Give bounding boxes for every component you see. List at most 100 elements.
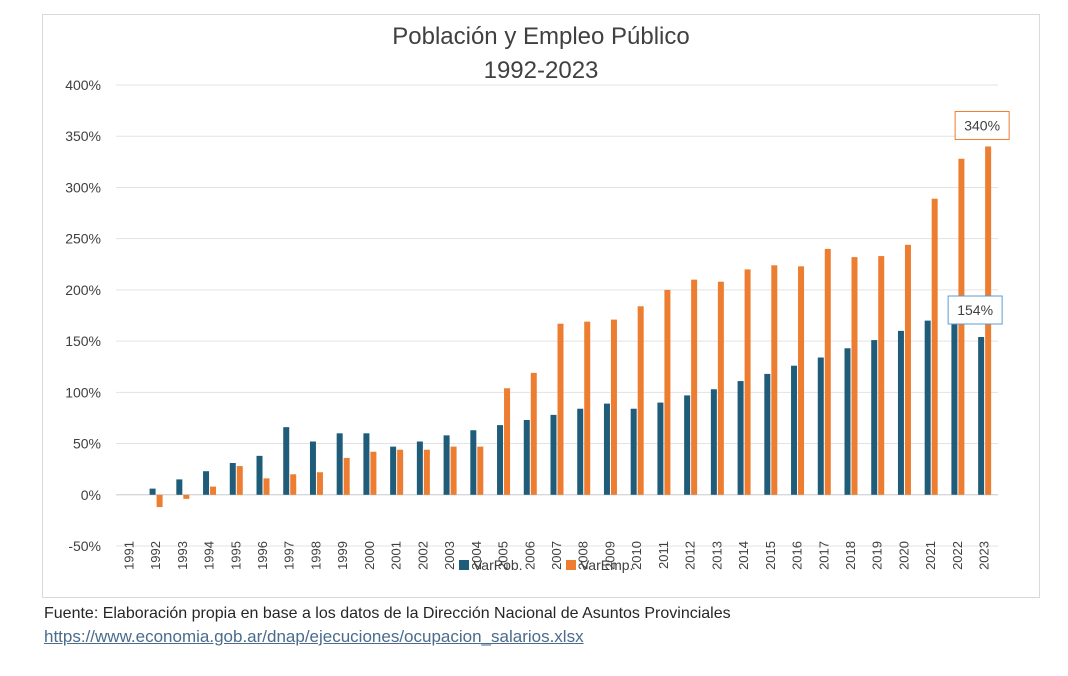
- bar-varemp-2017: [824, 248, 831, 495]
- y-tick-label: 350%: [65, 128, 101, 144]
- bar-varemp-1995: [236, 466, 243, 495]
- x-axis-categories: 1991 1992 1993 1994 1995 1996 1997 1998 1999 2000…: [121, 541, 991, 570]
- x-category-label: 2016: [790, 541, 805, 570]
- bar-varemp-2013: [717, 281, 724, 495]
- bar-varemp-2007: [557, 323, 564, 495]
- x-category-label: 2002: [415, 541, 430, 570]
- bar-varemp-1998: [316, 472, 323, 495]
- callout-box: [947, 295, 1003, 325]
- bar-varpob-1995: [229, 463, 236, 495]
- bar-varemp-2005: [504, 388, 511, 495]
- bar-varpob-2022: [951, 311, 958, 495]
- chart-title: Población y Empleo Público: [392, 23, 690, 50]
- bar-varpob-2000: [363, 433, 370, 495]
- bars: [149, 146, 992, 508]
- bar-varemp-2022: [958, 158, 965, 495]
- x-category-label: 2010: [629, 541, 644, 570]
- x-category-label: 2011: [656, 541, 671, 569]
- legend-label: VarPob.: [473, 557, 523, 573]
- y-tick-label: 0%: [81, 487, 101, 503]
- bar-varemp-2003: [450, 446, 457, 495]
- source-link[interactable]: https://www.economia.gob.ar/dnap/ejecuci…: [44, 627, 584, 646]
- y-tick-label: 150%: [65, 333, 101, 349]
- bar-varemp-2010: [637, 306, 644, 495]
- x-category-label: 1999: [335, 541, 350, 570]
- x-category-label: 2012: [683, 541, 698, 570]
- bar-varpob-2019: [871, 340, 878, 495]
- x-category-label: 2000: [362, 541, 377, 570]
- x-category-label: 2022: [950, 541, 965, 570]
- bar-varpob-2005: [497, 425, 504, 495]
- bar-varpob-1996: [256, 455, 263, 495]
- y-axis-ticks: -50% 0% 50% 100% 150% 200% 250% 300% 350% 400%: [65, 77, 101, 554]
- bar-varpob-2013: [710, 389, 717, 495]
- bar-varemp-2002: [423, 449, 430, 495]
- bar-varpob-2004: [470, 430, 477, 495]
- callouts: 340% 154%: [947, 110, 1010, 325]
- x-category-label: 1996: [255, 541, 270, 570]
- bar-varemp-2001: [397, 449, 404, 495]
- bar-varpob-2010: [630, 408, 637, 495]
- x-category-label: 2009: [602, 541, 617, 570]
- bar-varpob-2021: [924, 320, 931, 495]
- bar-varemp-1997: [290, 474, 297, 495]
- bar-varemp-2016: [798, 266, 805, 495]
- x-category-label: 2004: [469, 541, 484, 570]
- bar-varpob-2003: [443, 435, 450, 495]
- bar-varpob-2001: [390, 446, 397, 495]
- bar-varemp-2014: [744, 269, 751, 495]
- source-text: Fuente: Elaboración propia en base a los…: [44, 605, 731, 622]
- source-note: Fuente: Elaboración propia en base a los…: [44, 603, 731, 649]
- chart-frame: Población y Empleo Público 1992-2023 -50…: [42, 14, 1040, 598]
- x-category-label: 2001: [389, 541, 404, 570]
- callout-label: 340%: [964, 117, 1000, 133]
- x-category-label: 2014: [736, 541, 751, 570]
- bar-varpob-2002: [416, 441, 423, 495]
- x-category-label: 2005: [496, 541, 511, 570]
- bar-varpob-2008: [577, 408, 584, 495]
- bar-varpob-2006: [523, 419, 530, 495]
- bar-varpob-2014: [737, 381, 744, 495]
- x-category-label: 2019: [870, 541, 885, 570]
- x-category-label: 2020: [896, 541, 911, 570]
- bar-varpob-2023: [978, 337, 985, 495]
- y-tick-label: 50%: [73, 436, 101, 452]
- bar-varpob-2007: [550, 414, 557, 495]
- bar-varemp-2011: [664, 289, 671, 495]
- legend-swatch: [459, 560, 469, 570]
- bar-varpob-2011: [657, 402, 664, 495]
- bar-varemp-2009: [610, 319, 617, 495]
- gridlines: [116, 84, 998, 547]
- bar-varpob-1999: [336, 433, 343, 495]
- bar-varpob-1993: [176, 479, 183, 495]
- x-category-label: 1993: [175, 541, 190, 570]
- x-category-label: 2018: [843, 541, 858, 570]
- bar-varemp-2012: [691, 279, 698, 495]
- x-category-label: 2008: [576, 541, 591, 570]
- legend-swatch: [566, 560, 576, 570]
- bar-varpob-2012: [684, 395, 691, 495]
- chart-subtitle: 1992-2023: [484, 57, 599, 84]
- bar-varemp-1993: [183, 494, 190, 499]
- bar-varemp-2004: [477, 446, 484, 495]
- bar-varpob-2009: [603, 403, 610, 495]
- bar-varemp-1999: [343, 457, 350, 495]
- bar-varpob-1994: [203, 471, 210, 495]
- bar-varemp-2019: [878, 256, 885, 495]
- x-category-label: 2006: [522, 541, 537, 570]
- x-category-label: 1997: [282, 541, 297, 570]
- bar-varpob-2017: [817, 357, 824, 495]
- bar-varemp-1994: [210, 486, 217, 495]
- bar-varemp-2021: [931, 198, 938, 495]
- x-category-label: 1992: [148, 541, 163, 570]
- x-category-label: 1998: [308, 541, 323, 570]
- bar-chart: Población y Empleo Público 1992-2023 -50…: [65, 23, 1010, 573]
- x-category-label: 1995: [228, 541, 243, 570]
- bar-varpob-2016: [791, 365, 798, 495]
- x-category-label: 2013: [709, 541, 724, 570]
- bar-varpob-1997: [283, 427, 290, 495]
- y-tick-label: 300%: [65, 179, 101, 195]
- legend: VarPob. VarEmp.: [459, 557, 633, 573]
- x-category-label: 2015: [763, 541, 778, 570]
- y-tick-label: 400%: [65, 77, 101, 93]
